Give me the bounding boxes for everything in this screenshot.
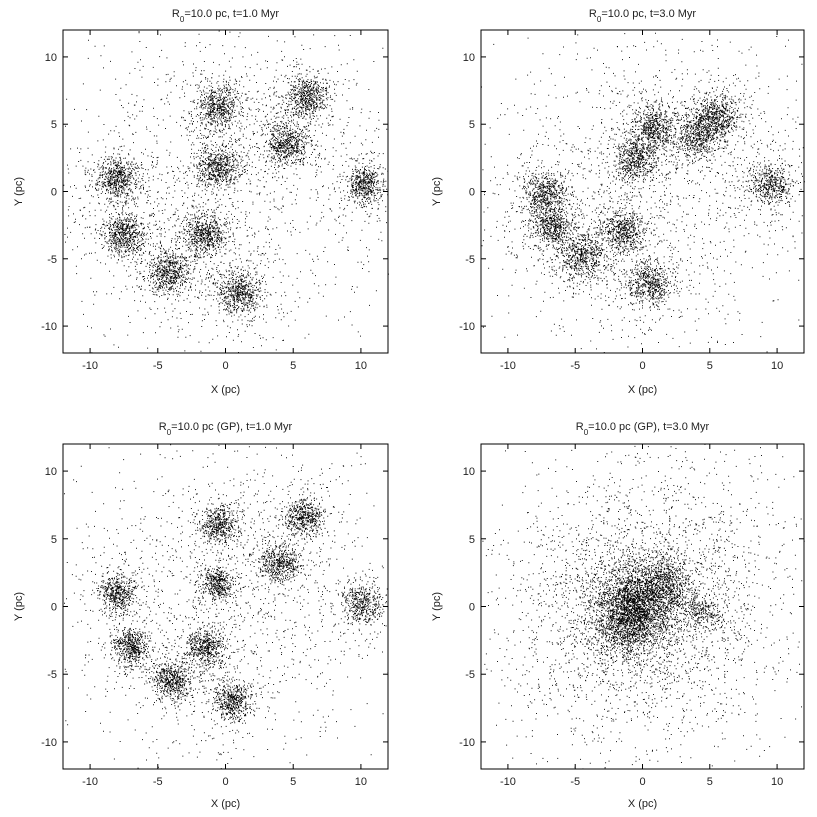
x-tick-label: 0	[222, 360, 228, 372]
x-tick-label: -10	[82, 776, 98, 788]
y-tick-label: 0	[469, 602, 475, 614]
y-tick-label: 10	[45, 466, 57, 478]
y-tick-label: 10	[463, 52, 475, 64]
x-tick-label: 0	[222, 776, 228, 788]
y-tick-label: -10	[41, 737, 57, 749]
y-tick-label: -10	[459, 321, 475, 333]
y-axis-label: Y (pc)	[431, 177, 443, 206]
panel-title: R0=10.0 pc (GP), t=3.0 Myr	[576, 421, 710, 437]
scatter-points	[64, 444, 389, 770]
y-tick-label: -5	[465, 254, 475, 266]
y-tick-label: -5	[47, 254, 57, 266]
panel-title: R0=10.0 pc, t=1.0 Myr	[172, 8, 280, 24]
scatter-points	[482, 443, 805, 770]
panel-top-left: R0=10.0 pc, t=1.0 Myr -10 -5 0 5 10-10-50510…	[13, 8, 389, 396]
x-tick-label: -10	[82, 360, 98, 372]
x-tick-label: 5	[290, 776, 296, 788]
x-tick-label: -5	[153, 776, 163, 788]
scatter-points	[481, 32, 805, 353]
x-tick-label: 5	[707, 776, 713, 788]
scatter-point-cloud	[63, 30, 389, 354]
y-tick-label: -10	[41, 321, 57, 333]
y-tick-label: -5	[465, 669, 475, 681]
y-tick-label: 10	[463, 466, 475, 478]
x-tick-label: 5	[290, 360, 296, 372]
x-tick-label: 10	[355, 360, 367, 372]
y-axis-label: Y (pc)	[13, 177, 25, 206]
scatter-points	[63, 30, 389, 354]
title-rest: =10.0 pc (GP), t=1.0 Myr	[171, 421, 292, 433]
title-main: R	[159, 421, 167, 433]
x-axis-label: X (pc)	[628, 798, 657, 810]
y-tick-label: 0	[51, 187, 57, 199]
x-tick-label: 10	[771, 776, 783, 788]
x-tick-label: 0	[639, 776, 645, 788]
title-rest: =10.0 pc, t=1.0 Myr	[184, 8, 279, 20]
y-tick-label: 0	[469, 187, 475, 199]
title-main: R	[172, 8, 180, 20]
x-tick-label: 10	[355, 776, 367, 788]
title-subscript: 0	[167, 428, 172, 437]
title-subscript: 0	[180, 15, 185, 24]
y-tick-label: 5	[469, 534, 475, 546]
scatter-point-cloud	[482, 443, 805, 770]
x-tick-label: -5	[153, 360, 163, 372]
panel-title: R0=10.0 pc, t=3.0 Myr	[589, 8, 697, 24]
x-tick-label: -5	[570, 776, 580, 788]
title-rest: =10.0 pc, t=3.0 Myr	[601, 8, 696, 20]
panel-bottom-right: R0=10.0 pc (GP), t=3.0 Myr -10 -5 0 5 10-10-…	[431, 421, 805, 810]
x-tick-label: -5	[570, 360, 580, 372]
x-tick-label: 5	[707, 360, 713, 372]
x-tick-label: -10	[500, 776, 516, 788]
x-tick-label: -10	[500, 360, 516, 372]
x-axis-label: X (pc)	[211, 798, 240, 810]
x-axis-label: X (pc)	[211, 384, 240, 396]
y-tick-label: 5	[51, 534, 57, 546]
axis-ticks: -10 -5 0 5 10 -10 -5 0 5 10	[459, 444, 804, 788]
panel-bottom-left: R0=10.0 pc (GP), t=1.0 Myr -10 -5 0 5 10-10-…	[13, 421, 389, 810]
title-main: R	[589, 8, 597, 20]
y-tick-label: 0	[51, 602, 57, 614]
y-axis-label: Y (pc)	[431, 592, 443, 621]
title-subscript: 0	[597, 15, 602, 24]
scatter-point-cloud	[64, 444, 389, 770]
title-subscript: 0	[584, 428, 589, 437]
axis-ticks: -10 -5 0 5 10 -10 -5 0 5 10	[41, 30, 388, 372]
axis-ticks: -10 -5 0 5 10 -10 -5 0 5 10	[459, 30, 804, 372]
y-axis-label: Y (pc)	[13, 592, 25, 621]
y-tick-label: 5	[469, 119, 475, 131]
y-tick-label: 5	[51, 119, 57, 131]
scatter-point-cloud	[481, 32, 805, 353]
x-tick-label: 0	[639, 360, 645, 372]
y-tick-label: 10	[45, 52, 57, 64]
x-axis-label: X (pc)	[628, 384, 657, 396]
axis-ticks: -10 -5 0 5 10 -10 -5 0 5 10	[41, 444, 388, 788]
panel-top-right: R0=10.0 pc, t=3.0 Myr -10 -5 0 5 10-10-50510…	[431, 8, 805, 396]
panel-title: R0=10.0 pc (GP), t=1.0 Myr	[159, 421, 293, 437]
x-tick-label: 10	[771, 360, 783, 372]
y-tick-label: -5	[47, 669, 57, 681]
title-rest: =10.0 pc (GP), t=3.0 Myr	[588, 421, 709, 433]
y-tick-label: -10	[459, 737, 475, 749]
title-main: R	[576, 421, 584, 433]
